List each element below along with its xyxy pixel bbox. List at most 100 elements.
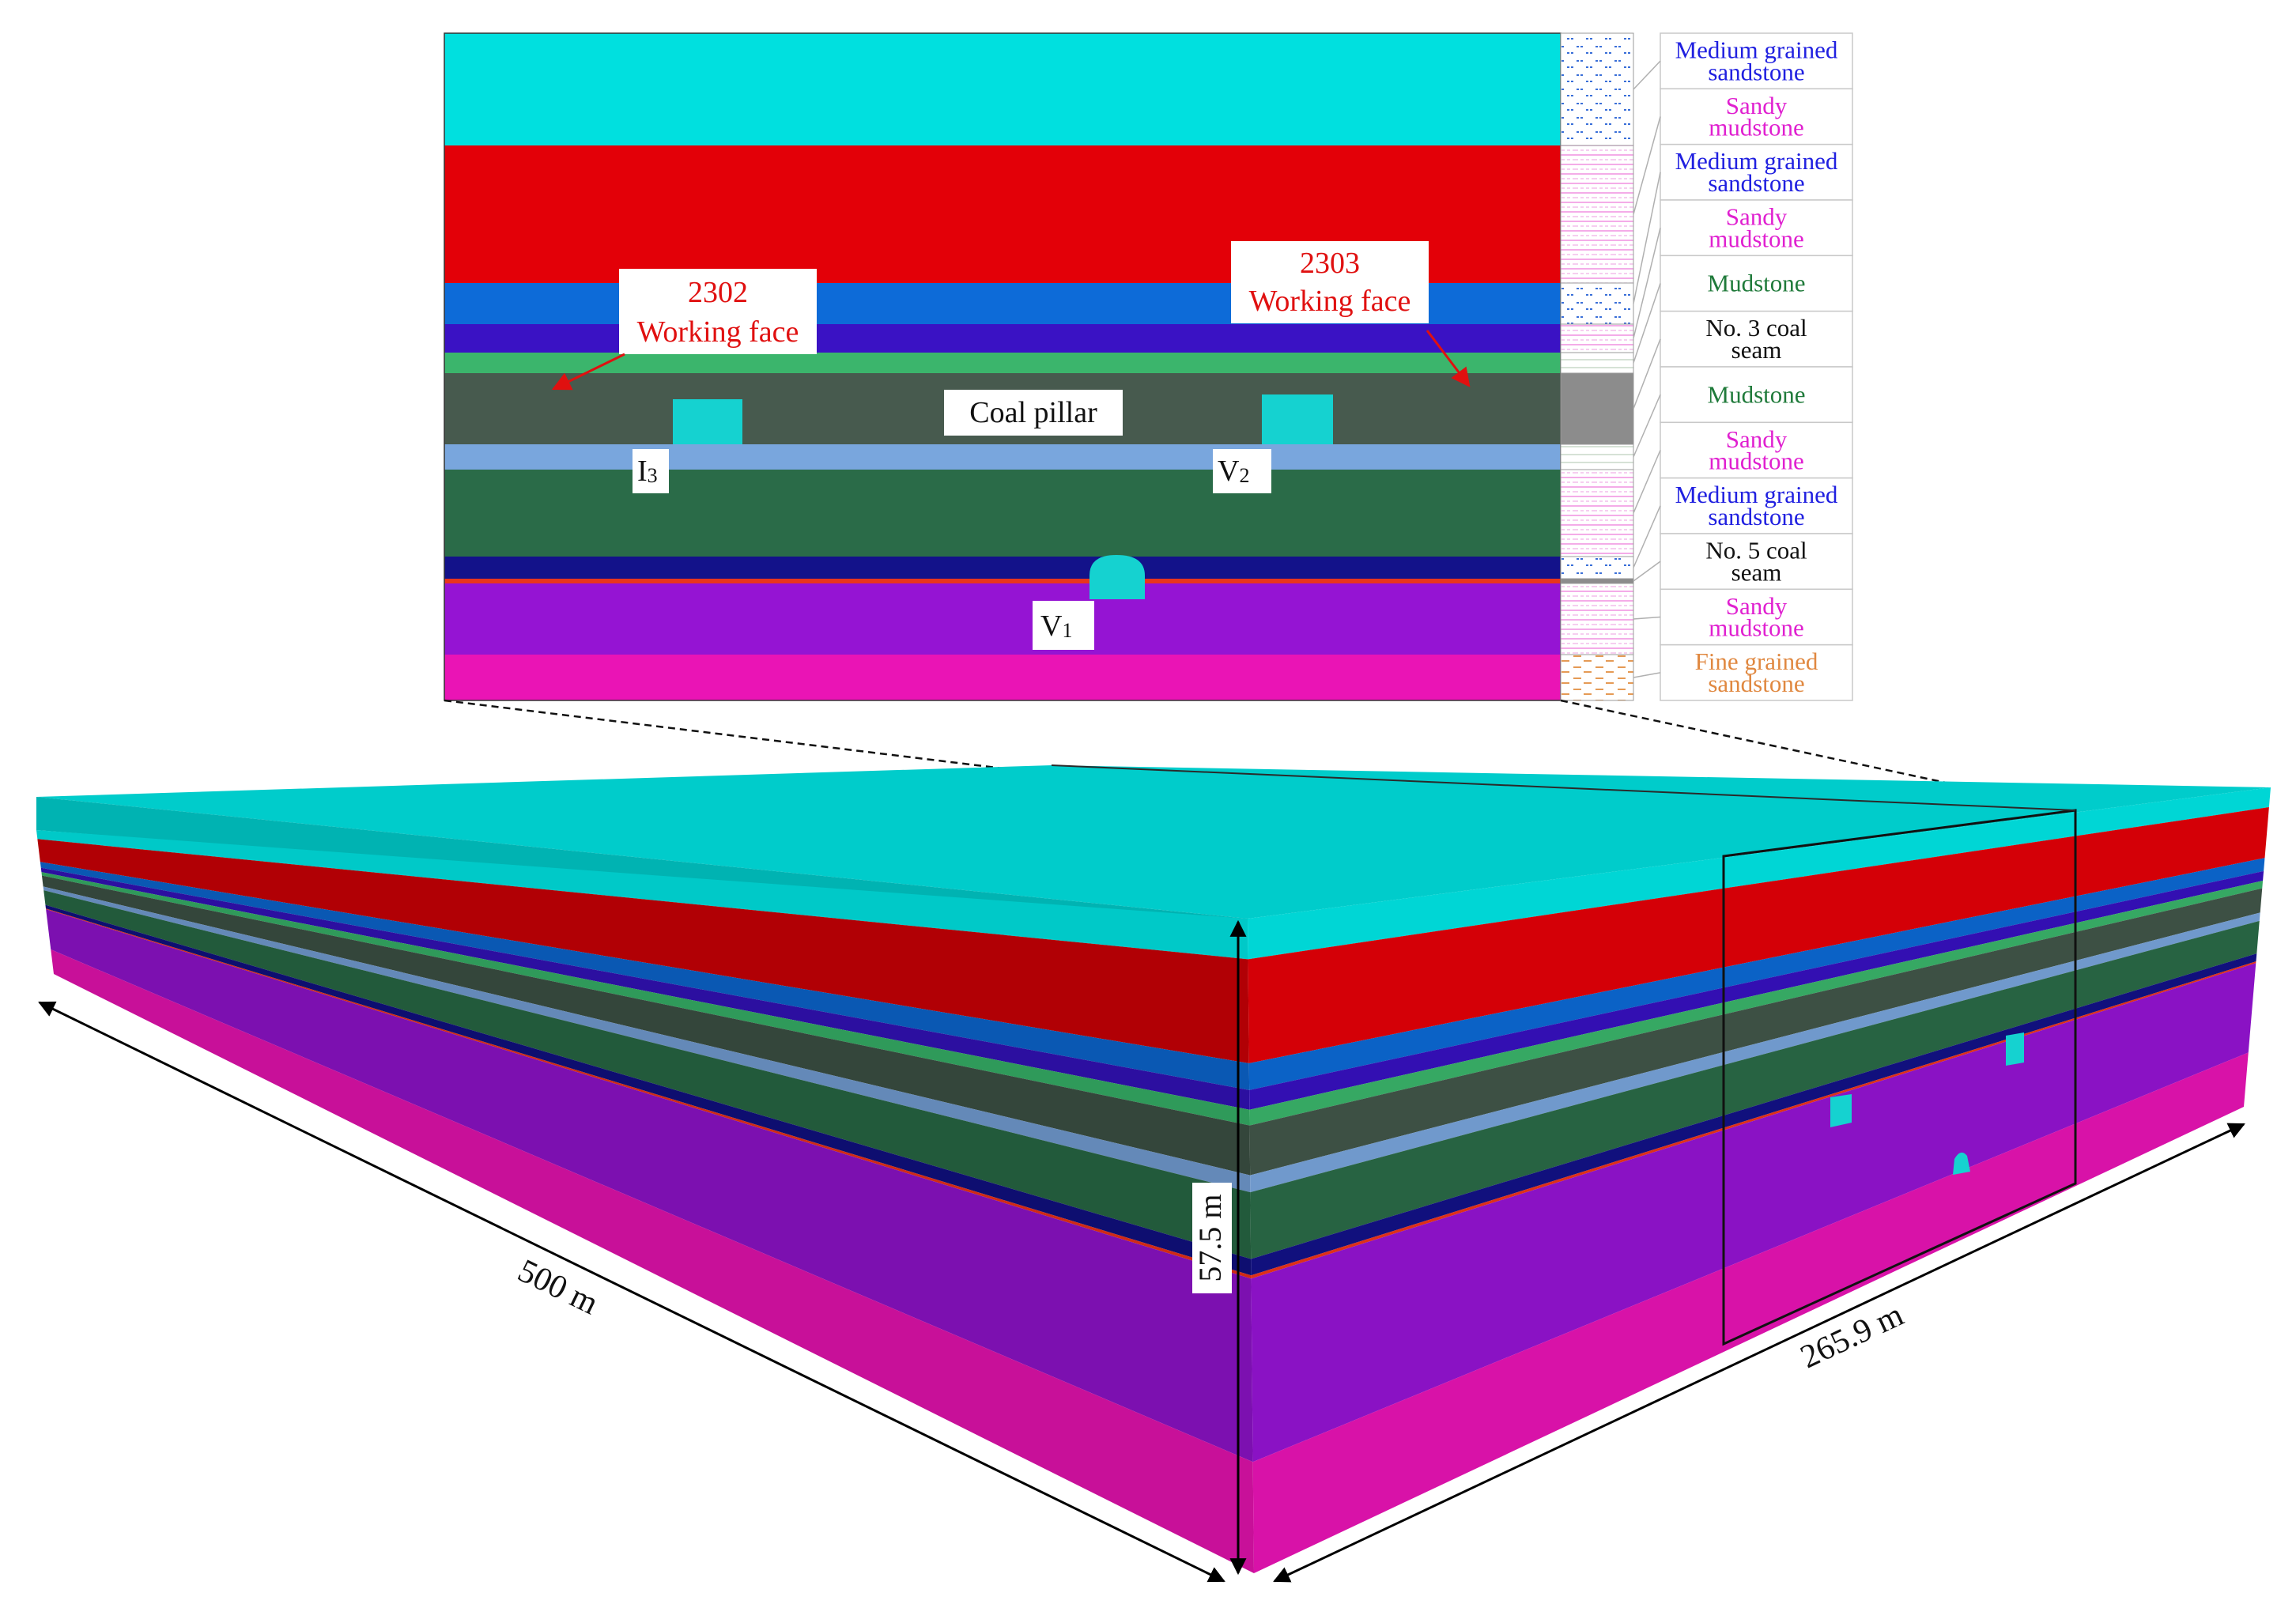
roadway-v2 (1262, 394, 1333, 444)
dashed-connector-right (1560, 699, 2076, 812)
roadway-v2-box (1213, 449, 1271, 493)
3d-block-model (36, 764, 2271, 1573)
model-side-layer (1249, 880, 2264, 1126)
roadway-i3-sub: 3 (648, 464, 658, 487)
arrow-2303 (1426, 330, 1471, 387)
section-layer (444, 557, 1561, 579)
model-side-layer (1250, 912, 2260, 1193)
coal-pillar-label: Coal pillar (969, 396, 1097, 429)
strat-cell (1660, 644, 1853, 701)
strat-leader (1633, 338, 1661, 410)
coal-pillar-box (944, 390, 1123, 436)
column-strip (1560, 32, 1634, 146)
section-labels: 2302 Working face 2303 Working face Coal… (551, 241, 1471, 650)
cross-section (444, 32, 1562, 701)
strat-cell (1660, 533, 1853, 591)
section-layer (444, 353, 1561, 373)
strat-label: Sandy (1726, 592, 1788, 620)
dim-height-label: 57.5 m (1192, 1194, 1228, 1281)
column-strip (1560, 145, 1634, 284)
model-roadway-v2 (1830, 1094, 1852, 1127)
roadway-i3 (673, 399, 742, 444)
strat-label: Medium grained (1675, 36, 1838, 63)
column-strip (1560, 282, 1634, 325)
roadway-v1 (1089, 555, 1145, 599)
strat-leader (1633, 227, 1661, 339)
strat-label: Medium grained (1675, 147, 1838, 175)
model-side-layer (1249, 870, 2264, 1110)
roadway-v2-sub: 2 (1239, 464, 1249, 487)
strat-label: mudstone (1709, 447, 1804, 475)
roadway-i3-label: I3 (637, 455, 658, 488)
strat-leader (1633, 450, 1661, 514)
model-front-layer (36, 830, 1248, 960)
model-top-window-edge (1051, 764, 2076, 811)
section-layer (444, 579, 1561, 583)
roadway-v2-label: V2 (1218, 455, 1249, 488)
roadway-i3-letter: I (637, 455, 648, 488)
section-layer (444, 470, 1561, 557)
column-strip (1560, 323, 1634, 353)
strat-cell (1660, 588, 1853, 646)
column-strip (1560, 469, 1634, 557)
strat-label: No. 5 coal (1705, 536, 1807, 564)
column-strip (1560, 556, 1634, 579)
column-strip (1560, 578, 1634, 584)
model-side-layer (1248, 787, 2271, 960)
strat-label: mudstone (1709, 114, 1804, 142)
strat-label: Sandy (1726, 425, 1788, 453)
roadway-v2-letter: V (1218, 455, 1240, 488)
column-strip (1560, 654, 1634, 701)
section-layer (444, 444, 1561, 470)
dim-width-line (1273, 1123, 2245, 1583)
model-roadway-i3 (2006, 1032, 2024, 1066)
strat-leader (1633, 505, 1661, 568)
column-strip (1560, 583, 1634, 655)
section-layer (444, 33, 1561, 145)
strat-leader (1633, 616, 1661, 620)
strat-label: seam (1731, 336, 1782, 364)
strat-entry: Mudstone (1633, 255, 1853, 364)
roadway-v1-sub: 1 (1062, 619, 1072, 642)
strat-label: sandstone (1708, 169, 1804, 197)
strat-cell (1660, 143, 1853, 201)
roadway-v1-box (1033, 601, 1094, 650)
section-layer (444, 324, 1561, 353)
strat-cell (1660, 255, 1853, 312)
roadway-i3-box (633, 449, 669, 493)
strat-leader (1633, 116, 1661, 215)
roadway-v1-label: V1 (1040, 610, 1072, 643)
strat-cell (1660, 199, 1853, 257)
column-strip (1560, 372, 1634, 445)
arrow-2302 (551, 353, 625, 391)
label-2302-text: Working face (637, 315, 799, 349)
strat-leader (1633, 561, 1661, 582)
roadway-v1-letter: V (1040, 610, 1063, 643)
model-side-layer (1249, 888, 2263, 1176)
model-top-face (36, 765, 2271, 919)
strat-label: mudstone (1709, 614, 1804, 642)
strat-leader (1633, 60, 1661, 90)
strat-cell (1660, 421, 1853, 479)
strat-leader (1633, 672, 1661, 678)
label-2303-number: 2303 (1300, 247, 1360, 280)
column-strip (1560, 352, 1634, 374)
section-layer (444, 583, 1561, 655)
strat-label: sandstone (1708, 58, 1804, 85)
strat-label: mudstone (1709, 225, 1804, 252)
strat-leader (1633, 172, 1661, 304)
label-2302-number: 2302 (688, 276, 748, 309)
strat-label: sandstone (1708, 670, 1804, 697)
dim-length-label: 500 m (512, 1252, 604, 1322)
strat-label: Fine grained (1695, 647, 1818, 675)
label-2303-text: Working face (1249, 285, 1411, 318)
